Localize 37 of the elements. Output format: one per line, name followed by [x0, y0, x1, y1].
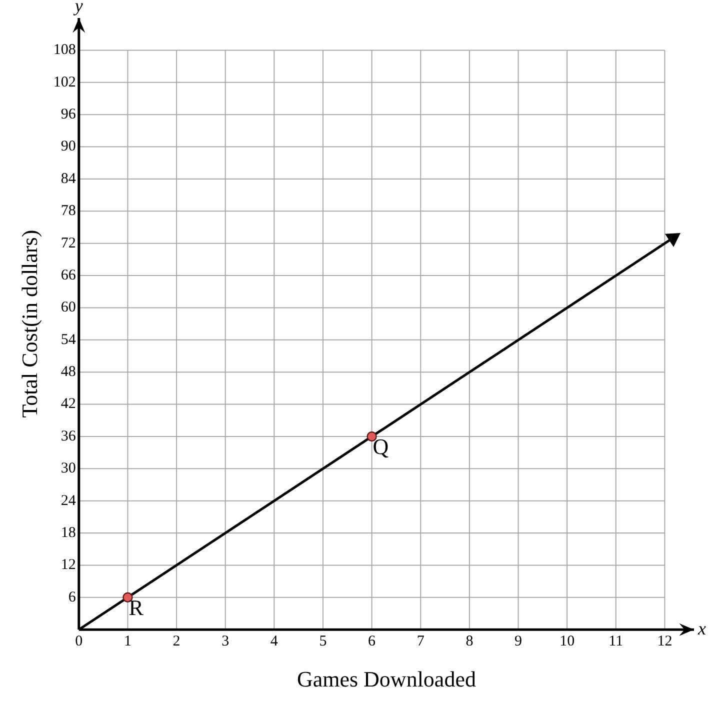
x-tick-label: 12 — [657, 634, 672, 650]
y-tick-label: 60 — [60, 300, 76, 316]
annotation: Q — [372, 434, 389, 460]
y-tick-label: 48 — [60, 364, 76, 380]
y-tick-label: 42 — [60, 396, 76, 412]
x-tick-label: 10 — [560, 634, 575, 650]
annotation: R — [128, 595, 144, 620]
x-tick-label: 9 — [514, 634, 522, 650]
x-tick-label: 5 — [319, 634, 327, 650]
x-tick-label: 11 — [608, 634, 624, 650]
y-tick-label: 108 — [53, 42, 76, 58]
y-tick-label: 84 — [60, 170, 76, 187]
y-tick-label: 12 — [60, 557, 76, 574]
text: x — [697, 618, 706, 638]
y-tick-label: 102 — [53, 74, 76, 90]
x-tick-label: 6 — [368, 634, 376, 650]
x-tick-label: 0 — [75, 634, 83, 650]
y-tick-label: 18 — [60, 524, 76, 541]
y-tick-label: 72 — [60, 235, 76, 252]
y-tick-label: 30 — [60, 460, 76, 477]
x-tick-label: 2 — [172, 634, 180, 650]
y-tick-label: 66 — [60, 267, 76, 284]
x-axis-title: Games Downloaded — [296, 666, 476, 692]
y-tick-label: 78 — [60, 203, 76, 220]
y-axis-title: Total Cost(in dollars) — [16, 230, 42, 418]
x-tick-label: 8 — [466, 634, 474, 650]
y-tick-label: 54 — [60, 332, 76, 348]
y-tick-label: 90 — [60, 138, 76, 155]
x-tick-label: 4 — [270, 634, 278, 650]
y-tick-label: 96 — [60, 106, 76, 123]
text: y — [72, 0, 83, 16]
x-tick-label: 1 — [124, 634, 132, 650]
x-tick-label: 7 — [416, 634, 425, 650]
y-tick-label: 6 — [68, 589, 76, 606]
x-tick-label: 3 — [222, 634, 230, 650]
y-tick-label: 24 — [60, 492, 76, 509]
y-tick-label: 36 — [60, 428, 76, 444]
